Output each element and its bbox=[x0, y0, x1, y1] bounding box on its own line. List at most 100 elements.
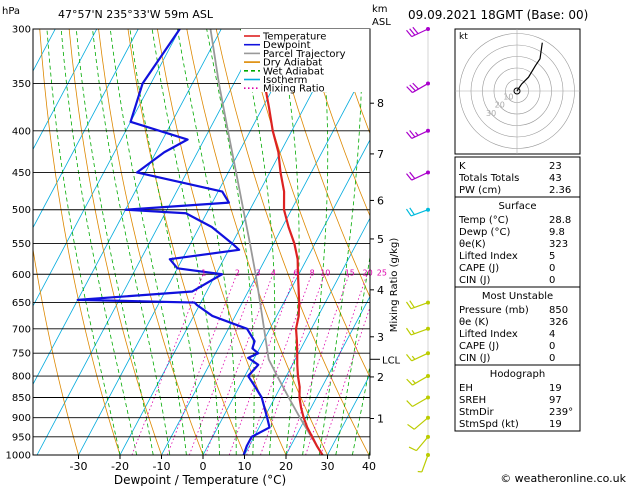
x-axis: -30 -20 -10 0 10 20 30 40 bbox=[70, 455, 376, 473]
mixing-ratio-axis-label: Mixing Ratio (g/kg) bbox=[389, 238, 400, 333]
indices-most-unstable-row-value: 0 bbox=[549, 341, 555, 352]
x-tick-label: 10 bbox=[238, 460, 252, 473]
legend-entry-label: Temperature bbox=[262, 32, 326, 43]
legend-entry-label: Isotherm bbox=[263, 75, 307, 86]
pressure-unit-label: hPa bbox=[2, 6, 20, 17]
wind-barb-shaft bbox=[411, 171, 429, 181]
indices-hodograph-row-value: 239° bbox=[549, 407, 573, 418]
indices-general-row-label: PW (cm) bbox=[459, 185, 501, 196]
wind-barb-flag bbox=[406, 378, 413, 386]
most-unstable-section-title: Most Unstable bbox=[482, 291, 553, 302]
indices-surface-row-value: 5 bbox=[549, 251, 555, 262]
mixing-ratio-value-label: 10 bbox=[320, 268, 330, 277]
dewpoint-profile-line bbox=[76, 29, 271, 455]
indices-most-unstable-box bbox=[454, 286, 581, 366]
mixing-ratio-value-label: 1 bbox=[201, 268, 206, 277]
mixing-ratio-line bbox=[188, 274, 258, 455]
dry-adiabat-line bbox=[599, 29, 629, 455]
wet-adiabat-line bbox=[206, 29, 255, 455]
isotherm-line bbox=[33, 29, 139, 229]
wind-barb-half-flag bbox=[412, 379, 416, 384]
km-tick-label: 7 bbox=[377, 148, 384, 161]
wet-adiabat-line bbox=[109, 29, 187, 455]
wind-barb-shaft bbox=[413, 417, 429, 430]
indices-hodograph-row-value: 19 bbox=[549, 383, 562, 394]
indices-general-box bbox=[454, 156, 581, 198]
y-axis-pressure: 300 350 400 450 500 550 600 650 700 750 800 850 900 9… bbox=[6, 25, 31, 462]
mixing-ratio-line bbox=[305, 274, 368, 455]
isotherm-line bbox=[33, 29, 98, 151]
wind-barb-shaft bbox=[412, 396, 429, 408]
km-axis: 8 7 6 5 4 3 2 1 LCL bbox=[369, 29, 401, 455]
km-tick-label: 4 bbox=[377, 284, 384, 297]
wind-barb-flag bbox=[406, 29, 413, 37]
isotherm-line bbox=[36, 29, 264, 455]
isotherm-line bbox=[161, 60, 370, 455]
indices-surface-row-label: CIN (J) bbox=[459, 275, 490, 286]
indices-table: K 23 Totals Totals 43 PW (cm) 2.36 Surface Temp… bbox=[454, 156, 581, 432]
parcel-trajectory-line bbox=[209, 29, 324, 455]
indices-surface-box bbox=[454, 196, 581, 288]
x-tick-label: -10 bbox=[153, 460, 171, 473]
wind-barb-flag bbox=[406, 354, 413, 362]
wind-barb-flag bbox=[406, 173, 413, 181]
lcl-label: LCL bbox=[382, 355, 401, 366]
dry-adiabat-line bbox=[68, 29, 162, 455]
wind-barb-shaft bbox=[411, 352, 429, 362]
indices-hodograph-row-label: EH bbox=[459, 383, 473, 394]
pressure-tick-label: 400 bbox=[12, 126, 31, 137]
mixing-ratio-line bbox=[228, 274, 296, 455]
wind-barb-flag bbox=[409, 171, 416, 179]
x-tick-label: 0 bbox=[200, 460, 207, 473]
wind-barb-flag bbox=[407, 423, 415, 430]
pressure-tick-label: 600 bbox=[12, 270, 31, 281]
hodograph-trace bbox=[516, 42, 543, 92]
indices-most-unstable-row-label: CIN (J) bbox=[459, 353, 490, 364]
indices-general-row-label: K bbox=[459, 161, 466, 172]
wind-barb-half-flag bbox=[411, 355, 416, 360]
pressure-tick-label: 500 bbox=[12, 205, 31, 216]
wind-barb-shaft bbox=[411, 28, 429, 38]
mixing-ratio-line bbox=[260, 274, 325, 455]
wind-barb-dot bbox=[426, 453, 430, 457]
indices-general-row-value: 43 bbox=[549, 173, 562, 184]
indices-most-unstable-row-label: Pressure (mb) bbox=[459, 305, 529, 316]
pressure-tick-label: 550 bbox=[12, 239, 31, 250]
mixing-ratio-value-label: 8 bbox=[310, 268, 315, 277]
mixing-ratio-value-label: 25 bbox=[377, 268, 387, 277]
wind-barb-flag bbox=[409, 84, 416, 92]
indices-surface-row-value: 0 bbox=[549, 263, 555, 274]
legend-entry-label: Parcel Trajectory bbox=[263, 49, 346, 60]
wind-barb-shaft bbox=[421, 454, 429, 473]
wind-barb-shaft bbox=[411, 130, 429, 139]
indices-surface-row-label: CAPE (J) bbox=[459, 263, 499, 274]
pressure-tick-label: 650 bbox=[12, 298, 31, 309]
wet-adiabat-line bbox=[46, 29, 121, 455]
pressure-tick-label: 750 bbox=[12, 349, 31, 360]
wet-adiabat-line bbox=[60, 29, 137, 455]
pressure-tick-label: 1000 bbox=[6, 451, 31, 462]
wind-barb-flag bbox=[405, 208, 412, 217]
wind-barb-dot bbox=[426, 81, 430, 86]
dry-adiabat-line bbox=[304, 29, 370, 217]
legend-entry-label: Dry Adiabat bbox=[263, 58, 322, 69]
pressure-tick-label: 800 bbox=[12, 372, 31, 383]
isotherm-line bbox=[202, 139, 370, 455]
x-tick-label: 20 bbox=[279, 460, 293, 473]
skewt-plot-area: 1 2 3 4 6 8 10 15 20 25 -30 -20 -10 0 10 20 30 40 300350… bbox=[6, 25, 629, 486]
dry-adiabat-line bbox=[274, 29, 370, 298]
mixing-ratio-value-label: 20 bbox=[363, 268, 373, 277]
wet-adiabat-line bbox=[177, 29, 237, 455]
indices-surface-row-value: 323 bbox=[549, 239, 568, 250]
km-label: km bbox=[372, 4, 388, 15]
x-tick-label: 40 bbox=[362, 460, 376, 473]
surface-section-title: Surface bbox=[498, 201, 536, 212]
indices-general-row-value: 23 bbox=[549, 161, 562, 172]
isotherm-line bbox=[285, 295, 370, 455]
indices-hodograph-row-value: 19 bbox=[549, 419, 562, 430]
indices-surface-row-label: Dewp (°C) bbox=[459, 227, 510, 238]
temperature-profile-line bbox=[250, 29, 324, 455]
